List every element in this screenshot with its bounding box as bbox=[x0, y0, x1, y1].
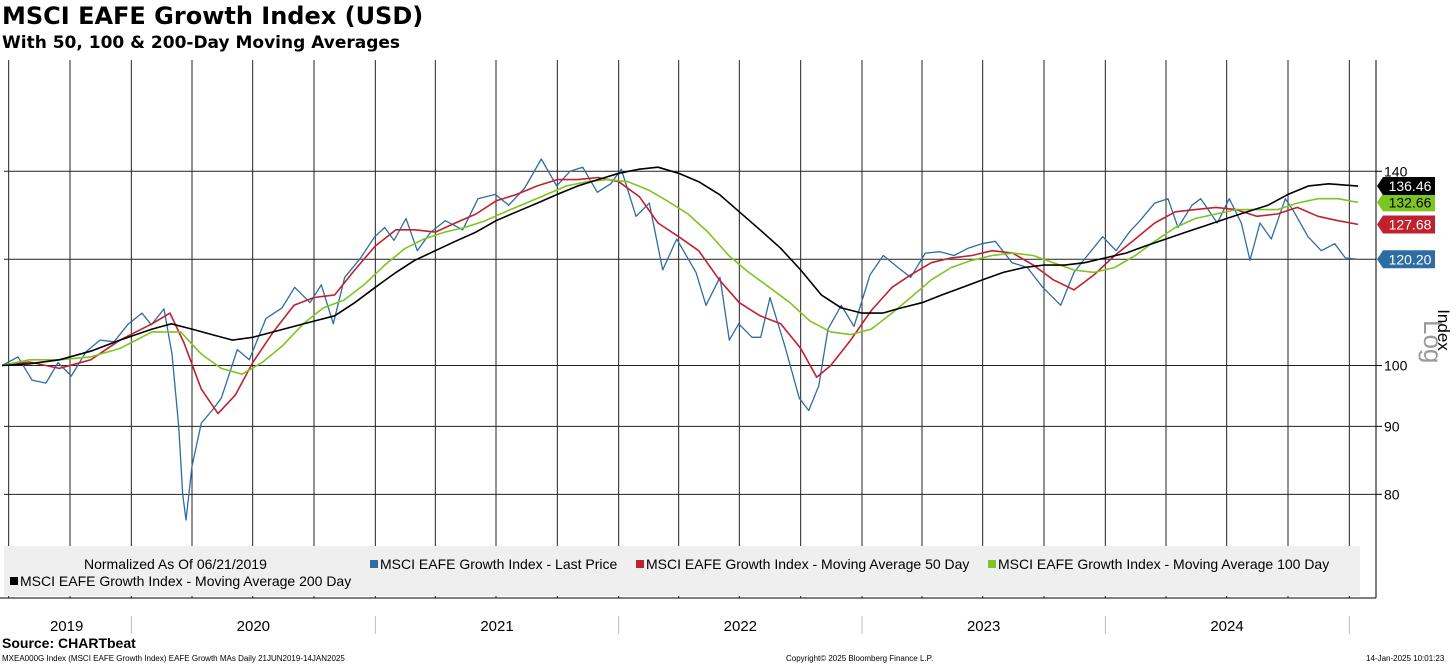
y-axis-label: Index bbox=[1434, 309, 1453, 351]
y-tick-label: 90 bbox=[1384, 418, 1400, 434]
last-value-label: 127.68 bbox=[1389, 216, 1432, 232]
legend-note: Normalized As Of 06/21/2019 bbox=[84, 556, 267, 572]
grid-lines bbox=[4, 60, 1376, 598]
source-note: Source: CHARTbeat bbox=[2, 635, 136, 651]
series-line bbox=[1, 166, 1359, 367]
series-line bbox=[1, 178, 1359, 376]
last-value-tag bbox=[1377, 193, 1435, 212]
last-value-tag bbox=[1377, 215, 1435, 234]
y-tick-labels: 80 90 100 140 bbox=[1376, 163, 1408, 502]
y-tick-label: 140 bbox=[1384, 163, 1408, 179]
footer-copyright: Copyright© 2025 Bloomberg Finance L.P. bbox=[786, 654, 934, 663]
chart-title: MSCI EAFE Growth Index (USD) bbox=[2, 2, 424, 30]
y-tick-label: 100 bbox=[1384, 358, 1408, 374]
legend-box bbox=[4, 546, 1360, 596]
series-lines bbox=[1, 158, 1359, 521]
x-year-label: 2024 bbox=[1210, 618, 1243, 635]
chart-subtitle: With 50, 100 & 200-Day Moving Averages bbox=[2, 33, 401, 53]
footer-left: MXEA000G Index (MSCI EAFE Growth Index) … bbox=[2, 654, 345, 663]
last-value-tag bbox=[1377, 177, 1435, 196]
series-line bbox=[1, 176, 1359, 415]
legend-entry: MSCI EAFE Growth Index - Last Price bbox=[380, 556, 618, 572]
legend-entry: MSCI EAFE Growth Index - Moving Average … bbox=[998, 556, 1329, 572]
last-value-label: 136.46 bbox=[1389, 178, 1432, 194]
y-tick-label: 80 bbox=[1384, 486, 1400, 502]
series-line bbox=[1, 158, 1359, 521]
x-year-label: 2021 bbox=[480, 618, 513, 635]
legend-entry: MSCI EAFE Growth Index - Moving Average … bbox=[20, 573, 351, 589]
x-year-labels: 2019 2020 2021 2022 2023 2024 bbox=[50, 616, 1350, 635]
footer-timestamp: 14-Jan-2025 10:01:23 bbox=[1366, 654, 1445, 663]
legend-swatch bbox=[10, 577, 18, 585]
last-value-tag bbox=[1377, 250, 1435, 269]
x-year-label: 2023 bbox=[967, 618, 1000, 635]
axes bbox=[0, 60, 1377, 599]
last-value-label: 132.66 bbox=[1389, 194, 1432, 210]
x-year-label: 2019 bbox=[50, 618, 83, 635]
last-value-label: 120.20 bbox=[1389, 251, 1432, 267]
legend-swatch bbox=[370, 560, 378, 568]
legend-entry: MSCI EAFE Growth Index - Moving Average … bbox=[646, 556, 969, 572]
legend: Normalized As Of 06/21/2019 MSCI EAFE Gro… bbox=[4, 546, 1360, 596]
x-year-label: 2022 bbox=[724, 618, 757, 635]
legend-swatch bbox=[988, 560, 996, 568]
legend-swatch bbox=[636, 560, 644, 568]
x-year-label: 2020 bbox=[237, 618, 270, 635]
